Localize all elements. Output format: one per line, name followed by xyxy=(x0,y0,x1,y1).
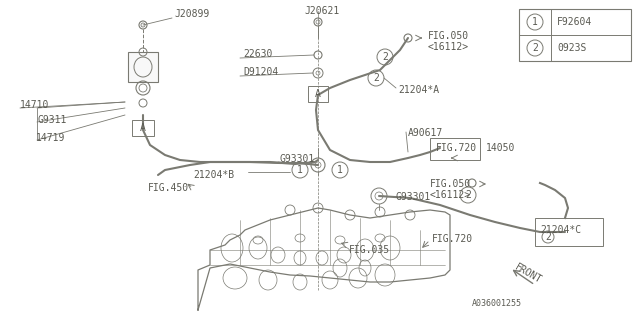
Bar xyxy=(519,9,631,61)
Text: 14710: 14710 xyxy=(20,100,49,110)
Text: <16112>: <16112> xyxy=(428,42,469,52)
Text: A90617: A90617 xyxy=(408,128,444,138)
Text: 21204*B: 21204*B xyxy=(193,170,234,180)
Text: 22630: 22630 xyxy=(243,49,273,59)
Text: A: A xyxy=(140,123,146,133)
Text: G9311: G9311 xyxy=(38,115,67,125)
Text: D91204: D91204 xyxy=(243,67,278,77)
Text: 1: 1 xyxy=(337,165,343,175)
Text: 2: 2 xyxy=(382,52,388,62)
Text: 2: 2 xyxy=(465,190,471,200)
Bar xyxy=(535,218,603,246)
Text: 2: 2 xyxy=(373,73,379,83)
Text: F92604: F92604 xyxy=(557,17,592,27)
Text: 14719: 14719 xyxy=(36,133,65,143)
Text: 1: 1 xyxy=(532,17,538,27)
Text: 14050: 14050 xyxy=(486,143,515,153)
Text: G93301: G93301 xyxy=(280,154,316,164)
Text: FRONT: FRONT xyxy=(513,262,543,286)
Text: 2: 2 xyxy=(532,43,538,53)
Bar xyxy=(132,120,154,136)
Text: FIG.720: FIG.720 xyxy=(432,234,473,244)
Text: 0923S: 0923S xyxy=(557,43,586,53)
Text: FIG.050: FIG.050 xyxy=(428,31,469,41)
Text: FIG.035: FIG.035 xyxy=(349,245,390,255)
Bar xyxy=(128,52,158,82)
Text: A: A xyxy=(315,89,321,99)
Text: G93301: G93301 xyxy=(395,192,430,202)
Text: FIG.450: FIG.450 xyxy=(148,183,189,193)
Text: J20621: J20621 xyxy=(304,6,339,16)
Text: FIG.720: FIG.720 xyxy=(436,143,477,153)
Text: <16112>: <16112> xyxy=(430,190,471,200)
Text: A036001255: A036001255 xyxy=(472,299,522,308)
Text: 21204*C: 21204*C xyxy=(540,225,581,235)
Text: FIG.050: FIG.050 xyxy=(430,179,471,189)
Text: 2: 2 xyxy=(545,232,551,242)
Text: 1: 1 xyxy=(297,165,303,175)
Text: 21204*A: 21204*A xyxy=(398,85,439,95)
Text: J20899: J20899 xyxy=(174,9,209,19)
Bar xyxy=(430,138,480,160)
Bar xyxy=(308,86,328,102)
